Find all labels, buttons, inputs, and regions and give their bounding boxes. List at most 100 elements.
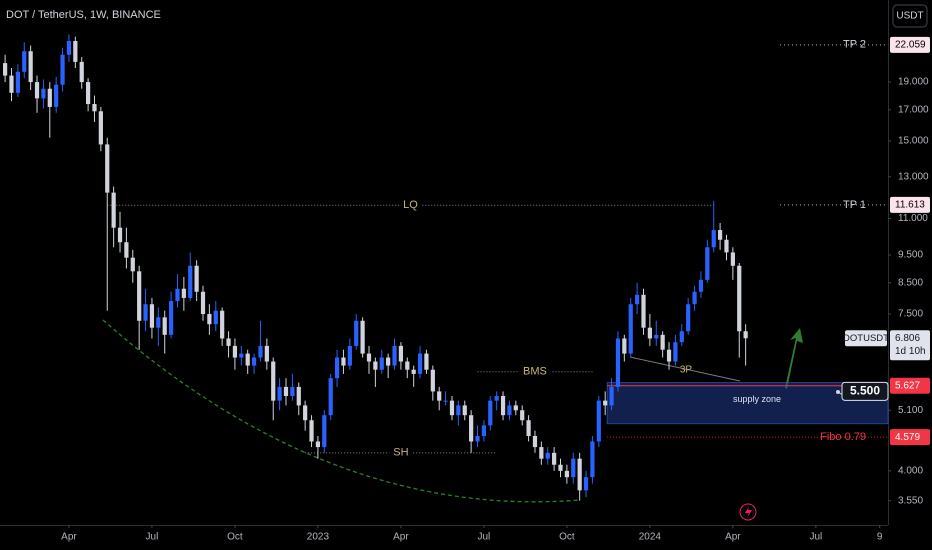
x-tick-label: Apr: [61, 532, 77, 543]
candle-body: [251, 357, 257, 366]
candle-body: [398, 345, 404, 362]
candle-body: [322, 415, 327, 448]
level-label: SH: [393, 447, 408, 459]
last-price-tag: [890, 330, 930, 361]
candle-body: [271, 361, 276, 401]
candle-body: [79, 61, 84, 83]
x-tick-label: 9: [877, 532, 883, 543]
candle-body: [456, 405, 461, 416]
last-price-label: 6.806: [895, 333, 920, 344]
y-tick-label: 4.000: [898, 466, 923, 477]
level-label-bg: [389, 446, 413, 459]
candle-body: [692, 291, 697, 305]
candle-body: [430, 369, 435, 392]
candle-body: [334, 357, 340, 379]
y-tick-label: 15.000: [898, 136, 929, 147]
candle-body: [622, 338, 627, 354]
candle-body: [571, 458, 576, 478]
candle-body: [143, 304, 148, 321]
supply-zone: [606, 382, 889, 425]
candle-body: [386, 357, 391, 366]
candle-body: [513, 405, 518, 411]
candle-body: [392, 345, 397, 366]
candle-body: [437, 391, 442, 401]
candle-body: [92, 104, 97, 112]
candle-body: [117, 227, 123, 243]
candle-body: [188, 265, 193, 298]
candle-body: [488, 400, 493, 426]
currency-label: USDT: [896, 11, 923, 22]
candle-body: [239, 353, 244, 358]
price-tag: [890, 36, 930, 53]
level-label: TP 2: [843, 39, 866, 51]
candle-body: [532, 436, 538, 448]
candle-body: [162, 317, 167, 335]
candle-body: [469, 415, 474, 442]
candle-body: [41, 88, 46, 99]
candle-body: [54, 84, 59, 107]
candle-body: [194, 265, 199, 292]
candle-body: [283, 386, 289, 396]
supply-zone-label: supply zone: [733, 394, 781, 404]
candle-body: [73, 40, 78, 62]
candle-body: [628, 304, 633, 354]
candle-body: [641, 294, 646, 328]
candle-body: [207, 314, 212, 325]
y-tick-label: 7.500: [898, 309, 923, 320]
candle-body: [686, 304, 691, 332]
candle-body: [200, 291, 206, 315]
candle-body: [520, 410, 525, 421]
candle-body: [596, 400, 601, 442]
callout-anchor: [836, 390, 840, 394]
level-label-bg: [519, 365, 551, 378]
candle-body: [449, 400, 455, 416]
candle-body: [303, 405, 308, 421]
pattern-label: 3P: [680, 365, 693, 376]
candle-body: [743, 331, 748, 339]
level-label: LQ: [403, 199, 418, 211]
candle-body: [130, 257, 135, 272]
event-icon-bolt: [745, 506, 752, 518]
candle-body: [354, 320, 359, 346]
candle-body: [666, 349, 672, 362]
candle-body: [232, 345, 238, 358]
y-tick-label: 8.500: [898, 277, 923, 288]
candle-body: [705, 247, 710, 280]
candle-body: [500, 395, 506, 416]
candle-body: [137, 271, 142, 321]
candle-body: [47, 88, 52, 107]
candle-body: [711, 230, 716, 248]
candle-body: [347, 345, 352, 366]
candle-body: [98, 111, 103, 145]
y-tick-label: 13.000: [898, 171, 929, 182]
price-tag-label: 4.579: [895, 432, 920, 443]
level-label-bg: [399, 199, 422, 212]
chart-title: DOT / TetherUS, 1W, BINANCE: [6, 9, 161, 21]
pattern-line: [629, 356, 741, 382]
candle-body: [654, 334, 659, 339]
candle-body: [417, 353, 423, 374]
candle-body: [60, 54, 65, 85]
symbol-tag: [845, 330, 887, 347]
callout-box: [841, 381, 889, 401]
event-icon[interactable]: [739, 503, 757, 521]
candle-body: [9, 75, 14, 93]
candle-body: [481, 425, 486, 437]
curve-annotation: [102, 319, 581, 503]
x-tick-label: 2023: [307, 532, 330, 543]
y-tick-label: 19.000: [898, 77, 929, 88]
price-tag: [890, 196, 930, 213]
candle-body: [603, 400, 608, 406]
candle-body: [149, 304, 155, 328]
candle-body: [66, 40, 72, 55]
candle-body: [647, 327, 652, 339]
candle-body: [111, 192, 116, 228]
candle-body: [156, 317, 161, 328]
candle-body: [309, 420, 314, 442]
candle-body: [443, 400, 448, 402]
y-tick-label: 9.500: [898, 250, 923, 261]
currency-button[interactable]: [892, 4, 928, 28]
x-tick-label: Apr: [393, 532, 409, 543]
level-label: BMS: [523, 366, 547, 378]
